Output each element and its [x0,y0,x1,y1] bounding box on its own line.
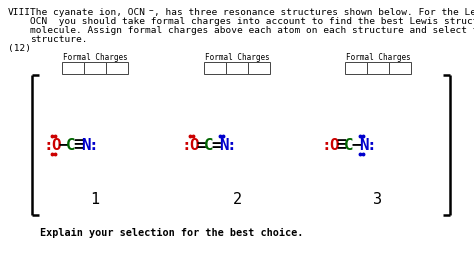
Text: ≡: ≡ [73,137,83,152]
Text: :: : [89,137,98,152]
Text: (12): (12) [8,44,31,53]
Bar [367,62,389,74]
Text: ≡: ≡ [337,137,346,152]
Text: O: O [51,137,61,152]
Text: VIII.: VIII. [8,8,37,17]
Text: 2: 2 [232,193,242,208]
Text: :: : [182,137,191,152]
Text: Formal Charges: Formal Charges [346,53,410,62]
Text: 1: 1 [91,193,100,208]
Text: :: : [366,137,376,152]
Text: N: N [219,137,228,152]
Text: The cyanate ion, OCN: The cyanate ion, OCN [30,8,145,17]
Text: =: = [211,137,221,152]
Bar [389,62,411,74]
Text: OCN  you should take formal charges into account to find the best Lewis structur: OCN you should take formal charges into … [30,17,474,26]
Text: , has three resonance structures shown below. For the Lewis structure for: , has three resonance structures shown b… [154,8,474,17]
Text: :: : [44,137,54,152]
Bar [204,62,226,74]
Text: Explain your selection for the best choice.: Explain your selection for the best choi… [40,228,303,238]
Text: =: = [197,137,206,152]
Bar [84,62,106,74]
Bar [345,62,367,74]
Bar [62,62,84,74]
Text: −: − [149,6,154,15]
Text: N: N [359,137,369,152]
Bar [248,62,270,74]
Text: C: C [344,137,354,152]
Text: :: : [322,137,332,152]
Text: molecule. Assign formal charges above each atom on each structure and select the: molecule. Assign formal charges above ea… [30,26,474,35]
Text: structure.: structure. [30,35,88,44]
Text: C: C [66,137,76,152]
Bar [226,62,248,74]
Text: Formal Charges: Formal Charges [205,53,269,62]
Text: O: O [329,137,338,152]
Bar [106,62,128,74]
Text: N: N [81,137,91,152]
Text: :: : [227,137,236,152]
Text: −: − [352,137,361,152]
Text: 3: 3 [374,193,383,208]
Text: C: C [204,137,214,152]
Text: −: − [58,137,68,152]
Text: O: O [189,137,199,152]
Text: Formal Charges: Formal Charges [63,53,128,62]
